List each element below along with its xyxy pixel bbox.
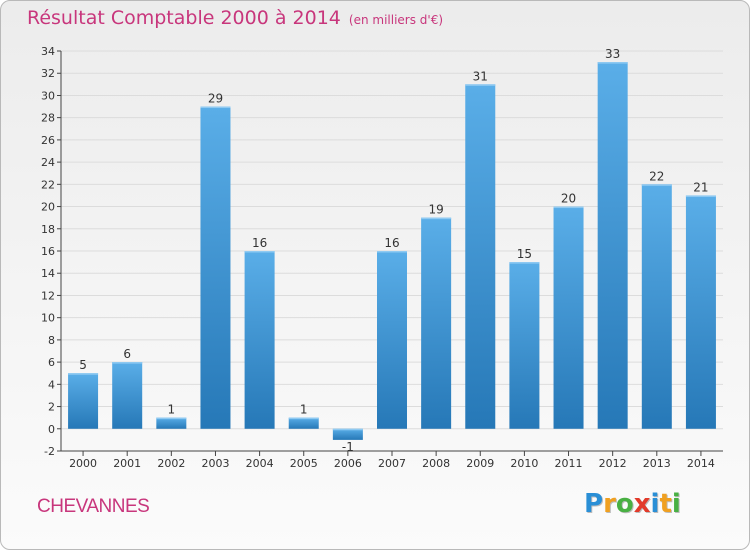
y-tick-label: 32 (41, 67, 55, 80)
logo-letter: P (584, 489, 604, 519)
x-tick-label: 2000 (69, 457, 97, 470)
bar-2002 (156, 417, 187, 429)
data-label-2007: 16 (384, 236, 399, 250)
y-tick-label: 4 (48, 378, 55, 391)
x-tick-label: 2009 (466, 457, 494, 470)
x-tick-label: 2011 (555, 457, 583, 470)
commune-name: CHEVANNES (37, 496, 150, 517)
data-label-2012: 33 (605, 47, 620, 61)
x-tick-label: 2010 (510, 457, 538, 470)
x-tick-label: 2002 (157, 457, 185, 470)
y-tick-label: 28 (41, 112, 55, 125)
data-label-2010: 15 (517, 247, 532, 261)
logo-letter: r (603, 489, 616, 519)
x-tick-label: 2012 (599, 457, 627, 470)
data-label-2011: 20 (561, 192, 576, 206)
x-tick-label: 2006 (334, 457, 362, 470)
x-tick-label: 2004 (246, 457, 274, 470)
data-label-2002: 1 (168, 403, 176, 417)
bar-2005 (288, 417, 319, 429)
title-unit: (en milliers d'€) (348, 13, 444, 27)
y-tick-label: 0 (48, 423, 55, 436)
y-tick-label: 20 (41, 201, 55, 214)
bar-2007 (377, 251, 407, 429)
y-tick-label: 30 (41, 89, 55, 102)
bar-2014 (685, 195, 716, 429)
bar-highlight (553, 206, 584, 209)
y-tick-label: 24 (41, 156, 55, 169)
y-tick-label: 10 (41, 312, 55, 325)
bar-highlight (641, 184, 672, 186)
labels: -202468101214161820222426283032345200062… (41, 45, 715, 470)
y-tick-label: 34 (41, 45, 55, 58)
bar-highlight (685, 195, 716, 197)
logo-letter: t (659, 489, 672, 519)
bar-highlight (509, 262, 540, 264)
bar-2013 (641, 184, 672, 429)
data-label-2004: 16 (252, 236, 267, 250)
x-tick-label: 2003 (201, 457, 229, 470)
bar-2006 (332, 428, 363, 440)
y-tick-label: 22 (41, 178, 55, 191)
bar-highlight (288, 417, 319, 420)
data-label-2006: -1 (342, 440, 354, 454)
data-label-2003: 29 (208, 92, 223, 106)
data-label-2014: 21 (693, 180, 708, 194)
x-tick-label: 2014 (687, 457, 715, 470)
y-tick-label: 14 (41, 267, 55, 280)
y-tick-label: 18 (41, 223, 55, 236)
data-label-2001: 6 (123, 347, 131, 361)
data-label-2005: 1 (300, 403, 308, 417)
bar-2003 (200, 106, 231, 429)
x-tick-label: 2001 (113, 457, 141, 470)
chart-title: Résultat Comptable 2000 à 2014 (en millie… (27, 7, 443, 29)
bar-2009 (465, 84, 496, 429)
y-tick-label: 8 (48, 334, 55, 347)
x-tick-label: 2008 (422, 457, 450, 470)
x-tick-label: 2005 (290, 457, 318, 470)
y-tick-label: 16 (41, 245, 55, 258)
axes (57, 50, 723, 456)
data-label-2000: 5 (79, 358, 87, 372)
bar-highlight (421, 217, 452, 220)
bar-highlight (112, 362, 143, 364)
x-tick-label: 2007 (378, 457, 406, 470)
bar-highlight (200, 106, 231, 109)
bar-highlight (156, 417, 187, 420)
bar-2008 (421, 217, 452, 429)
bar-highlight (244, 251, 275, 253)
logo-letter: i (671, 489, 681, 519)
title-main: Résultat Comptable 2000 à 2014 (27, 7, 341, 29)
bar-highlight (332, 428, 363, 431)
data-label-2008: 19 (428, 203, 443, 217)
bar-2001 (112, 362, 143, 429)
data-label-2009: 31 (473, 69, 488, 83)
bar-highlight (377, 251, 407, 253)
bar-2010 (509, 262, 540, 429)
logo-letter: o (615, 489, 634, 519)
logo-letter: x (633, 489, 651, 519)
bars (68, 62, 716, 440)
y-tick-label: 26 (41, 134, 55, 147)
bar-highlight (68, 373, 99, 375)
logo-letter: i (650, 489, 660, 519)
bar-2000 (68, 373, 99, 429)
y-tick-label: 12 (41, 289, 55, 302)
bar-2012 (597, 62, 628, 429)
y-tick-label: -2 (44, 445, 55, 458)
bar-2004 (244, 251, 275, 429)
data-label-2013: 22 (649, 169, 664, 183)
y-tick-label: 6 (48, 356, 55, 369)
y-tick-label: 2 (48, 401, 55, 414)
proxiti-logo: Proxiti (584, 489, 681, 519)
bar-2011 (553, 206, 584, 429)
bar-highlight (465, 84, 496, 86)
x-tick-label: 2013 (643, 457, 671, 470)
bar-highlight (597, 62, 628, 64)
